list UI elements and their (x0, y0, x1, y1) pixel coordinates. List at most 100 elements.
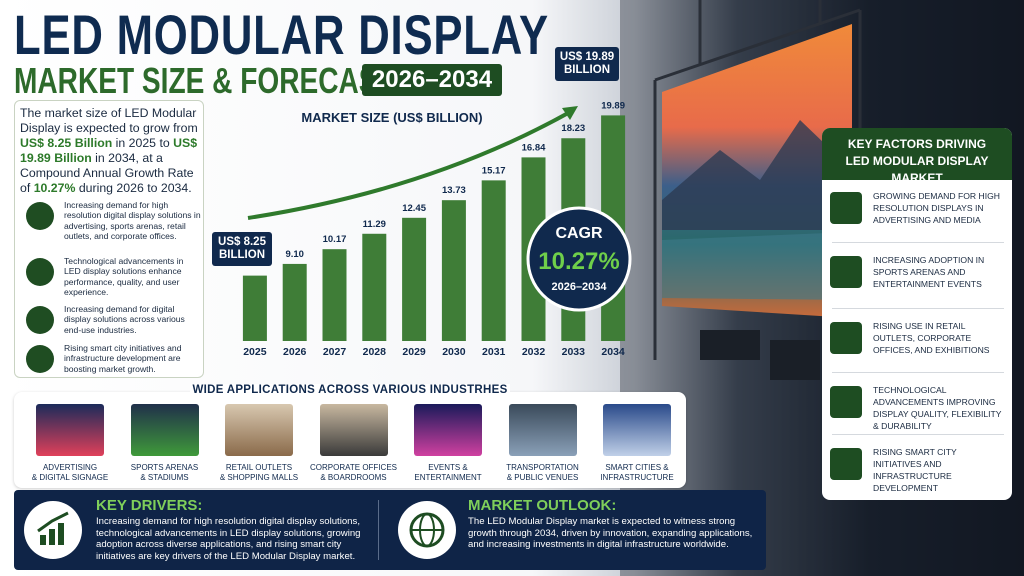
bar (322, 249, 347, 341)
key-factors-header: KEY FACTORS DRIVING LED MODULAR DISPLAY … (822, 128, 1012, 185)
value-label: 10.17 (323, 234, 347, 245)
start-callout: US$ 8.25 BILLION (212, 232, 272, 266)
value-label: 9.10 (285, 249, 304, 260)
factor-text: RISING USE IN RETAIL OUTLETS, CORPORATE … (873, 321, 990, 355)
x-tick-label: 2034 (601, 346, 625, 358)
drivers-icon (24, 501, 82, 559)
value-label: 11.29 (363, 219, 386, 230)
title: LED MODULAR DISPLAY (14, 3, 549, 66)
point-text: Increasing demand for digital display so… (64, 304, 185, 335)
factor-icon (830, 448, 862, 480)
x-tick-label: 2028 (363, 346, 387, 358)
factor-icon (830, 192, 862, 224)
application-image (414, 404, 482, 456)
point-text: Technological advancements in LED displa… (64, 256, 184, 298)
summary-part: in 2025 to (112, 136, 174, 150)
application-label: & SHOPPING MALLS (219, 473, 299, 482)
application-label: RETAIL OUTLETS (225, 463, 293, 472)
x-tick-label: 2025 (243, 346, 267, 358)
x-tick-label: 2027 (323, 346, 347, 358)
x-tick-label: 2026 (283, 346, 307, 358)
application-image (130, 404, 199, 456)
factor-text: GROWING DEMAND FOR HIGH RESOLUTION DISPL… (873, 191, 1000, 225)
summary-text: The market size of LED Modular Display i… (20, 106, 198, 196)
application-label: & STADIUMS (140, 473, 189, 482)
chart-title: MARKET SIZE (US$ BILLION) (301, 110, 482, 125)
outlook-text: The LED Modular Display market is expect… (468, 516, 753, 551)
x-tick-label: 2032 (522, 346, 546, 358)
application-label: TRANSPORTATION (506, 463, 579, 472)
x-tick-label: 2031 (482, 346, 506, 358)
application-label: SMART CITIES & (605, 463, 669, 472)
trend-arrow (247, 110, 571, 220)
summary-highlight: 10.27% (33, 181, 76, 195)
application-label: ENTERTAINMENT (414, 473, 482, 482)
value-label: 13.73 (442, 185, 466, 196)
summary-part: The market size of LED Modular Display i… (20, 106, 198, 135)
drivers-title: KEY DRIVERS: (96, 497, 203, 514)
bar (362, 233, 387, 341)
bar (481, 180, 506, 341)
summary-highlight: US$ 8.25 Billion (20, 136, 113, 150)
summary-part: in 2034, at a Compound Annual Growth Rat… (20, 151, 194, 195)
application-label: INFRASTRUCTURE (600, 473, 674, 482)
cagr-badge: CAGR 10.27% 2026–2034 (526, 206, 632, 312)
factor-text: RISING SMART CITY INITIATIVES AND INFRAS… (873, 447, 957, 493)
point-icon (26, 202, 54, 230)
lake (662, 232, 852, 300)
point-icon (26, 345, 54, 373)
summary-part: during 2026 to 2034. (75, 181, 192, 195)
icon (409, 512, 445, 548)
divider (378, 500, 379, 560)
key-factors-title: LED MODULAR DISPLAY MARKET (845, 154, 989, 185)
value-label: 12.45 (402, 203, 426, 214)
application-image (603, 404, 671, 456)
subtitle: MARKET SIZE & FORECAST (14, 60, 395, 101)
cagr-label: CAGR (555, 225, 603, 242)
value-label: 16.84 (522, 142, 546, 153)
factor-separator (832, 372, 1004, 373)
factor-text: TECHNOLOGICAL ADVANCEMENTS IMPROVING DIS… (873, 385, 1002, 431)
bar (441, 200, 466, 341)
years-badge: 2026–2034 (362, 64, 502, 96)
application-image (36, 404, 104, 456)
application-label: EVENTS & (428, 463, 468, 472)
road-case (770, 340, 820, 380)
factor-icon (830, 256, 862, 288)
applications-title: WIDE APPLICATIONS ACROSS VARIOUS INDUSTR… (190, 384, 510, 396)
bar (402, 217, 427, 341)
key-factors-title: KEY FACTORS DRIVING (847, 137, 987, 151)
footer (14, 490, 766, 570)
cagr-period: 2026–2034 (551, 281, 607, 293)
bar (282, 263, 307, 341)
cagr-value: 10.27% (538, 248, 619, 275)
drivers-text: Increasing demand for high resolution di… (96, 516, 361, 562)
point-icon (26, 306, 54, 334)
point-text: Rising smart city initiatives and infras… (64, 343, 182, 374)
summary-highlight: US$ 19.89 Billion (20, 136, 198, 165)
outlook-icon (398, 501, 456, 559)
application-label: CORPORATE OFFICES (310, 463, 397, 472)
point-icon (26, 258, 54, 286)
road-case (700, 330, 760, 360)
x-tick-label: 2030 (442, 346, 466, 358)
factor-separator (832, 434, 1004, 435)
application-image (508, 404, 577, 456)
factor-separator (832, 242, 1004, 243)
factor-icon (830, 322, 862, 354)
value-label: 15.17 (482, 165, 506, 176)
x-tick-label: 2029 (402, 346, 426, 358)
value-label: 18.23 (561, 123, 585, 134)
mountains (662, 120, 852, 230)
point-text: Increasing demand for high resolution di… (64, 200, 201, 242)
application-image (225, 404, 293, 456)
application-label: & PUBLIC VENUES (506, 473, 579, 482)
application-label: SPORTS ARENAS (130, 463, 199, 472)
icon (37, 511, 69, 545)
bar (242, 275, 267, 341)
factor-text: INCREASING ADOPTION IN SPORTS ARENAS AND… (873, 255, 985, 289)
x-tick-label: 2033 (562, 346, 586, 358)
key-factors-panel (822, 128, 1012, 500)
outlook-title: MARKET OUTLOOK: (468, 497, 617, 514)
